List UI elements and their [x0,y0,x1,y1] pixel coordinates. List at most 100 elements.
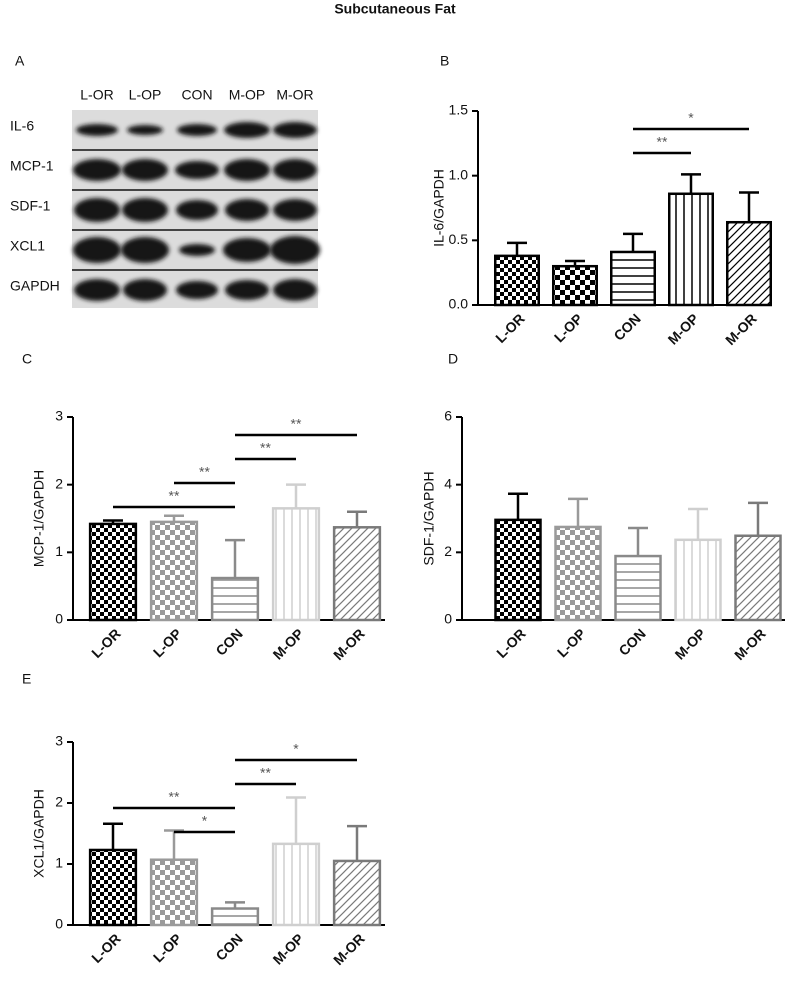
significance-label: ** [199,464,210,480]
x-tick-label: L-OP [150,625,185,660]
y-axis-label: SDF-1/GAPDH [421,471,437,565]
x-tick-label: M-OR [722,310,760,348]
bar [734,534,782,622]
y-tick-label: 0.5 [449,231,469,247]
panel-letter: B [440,53,449,69]
blot-band [73,237,121,263]
significance-label: ** [260,765,271,781]
significance-label: * [688,110,694,126]
x-tick-label: M-OP [672,625,709,662]
x-tick-label: M-OP [270,930,307,967]
bar [88,848,138,927]
x-tick-label: L-OP [150,930,185,965]
y-tick-label: 3 [55,408,63,424]
x-tick-label: CON [615,625,648,658]
blot-band [273,199,317,221]
x-tick-label: M-OP [270,625,307,662]
y-tick-label: 2 [55,794,63,810]
x-tick-label: L-OR [492,310,528,346]
figure-title: Subcutaneous Fat [334,1,456,17]
bar [271,507,321,622]
y-tick-label: 0 [55,611,63,627]
blot-band [273,279,317,301]
y-tick-label: 0 [55,916,63,932]
lane-label: CON [181,87,212,103]
significance-label: ** [169,488,180,504]
blot-band [122,159,168,181]
blot-band [223,238,271,262]
bar [149,520,199,622]
lane-label: M-OP [229,87,266,103]
blot-band [273,122,317,138]
significance-label: ** [169,789,180,805]
panel-letter: C [22,351,32,367]
y-axis-label: IL-6/GAPDH [431,169,447,247]
panel-letter: E [22,671,31,687]
bar [726,220,772,307]
x-tick-label: CON [212,930,245,963]
bar [674,538,722,622]
blot-band [273,159,317,181]
significance-label: * [293,741,299,757]
x-tick-label: M-OP [665,310,702,347]
blot-band [270,236,320,264]
row-label: GAPDH [10,278,60,294]
blot-band [121,237,169,263]
y-tick-label: 1 [55,855,63,871]
blot: IL-6 MCP-1 SDF-1 XCL1 GAPDH [10,118,320,301]
blot-band [74,279,120,301]
blot-band [175,161,219,179]
y-tick-label: 2 [55,475,63,491]
y-tick-label: 2 [444,543,452,559]
significance-label: ** [657,134,668,150]
blot-band [127,125,163,135]
bar [332,526,382,622]
blot-band [177,124,217,136]
row-label: MCP-1 [10,158,54,174]
row-label: XCL1 [10,238,45,254]
y-tick-label: 1 [55,543,63,559]
y-tick-label: 6 [444,408,452,424]
blot-band [74,198,120,222]
bar [668,192,714,307]
bar [149,858,199,927]
row-label: SDF-1 [10,198,51,214]
y-tick-label: 3 [55,733,63,749]
row-label: IL-6 [10,118,34,134]
x-tick-label: CON [212,625,245,658]
y-tick-label: 0.0 [449,296,469,312]
bar [88,522,138,622]
x-tick-label: L-OR [88,625,124,661]
bar [610,250,656,307]
blot-band [123,279,167,301]
lane-label: M-OR [276,87,313,103]
blot-band [76,124,118,136]
lane-label: L-OP [129,87,162,103]
x-tick-label: L-OR [88,930,124,966]
y-axis-label: XCL1/GAPDH [31,789,47,878]
blot-band [224,159,270,181]
bar [614,554,662,622]
bar [554,525,602,622]
blot-band [179,244,215,256]
x-tick-label: M-OR [731,625,769,663]
y-tick-label: 1.5 [449,102,469,118]
x-tick-label: L-OP [554,625,589,660]
bar [271,842,321,927]
x-tick-label: L-OP [551,310,586,345]
blot-band [224,122,270,138]
blot-band [122,198,168,222]
y-tick-label: 1.0 [449,166,469,182]
panel-letter: A [15,53,25,69]
bar [210,907,260,927]
significance-label: ** [291,416,302,432]
lane-label: L-OR [80,87,113,103]
blot-band [73,159,121,181]
x-tick-label: M-OR [330,625,368,663]
x-tick-label: L-OR [493,625,529,661]
x-tick-label: M-OR [330,930,368,968]
blot-band [225,199,269,221]
panel-letter: D [448,351,458,367]
blot-band [225,280,269,300]
